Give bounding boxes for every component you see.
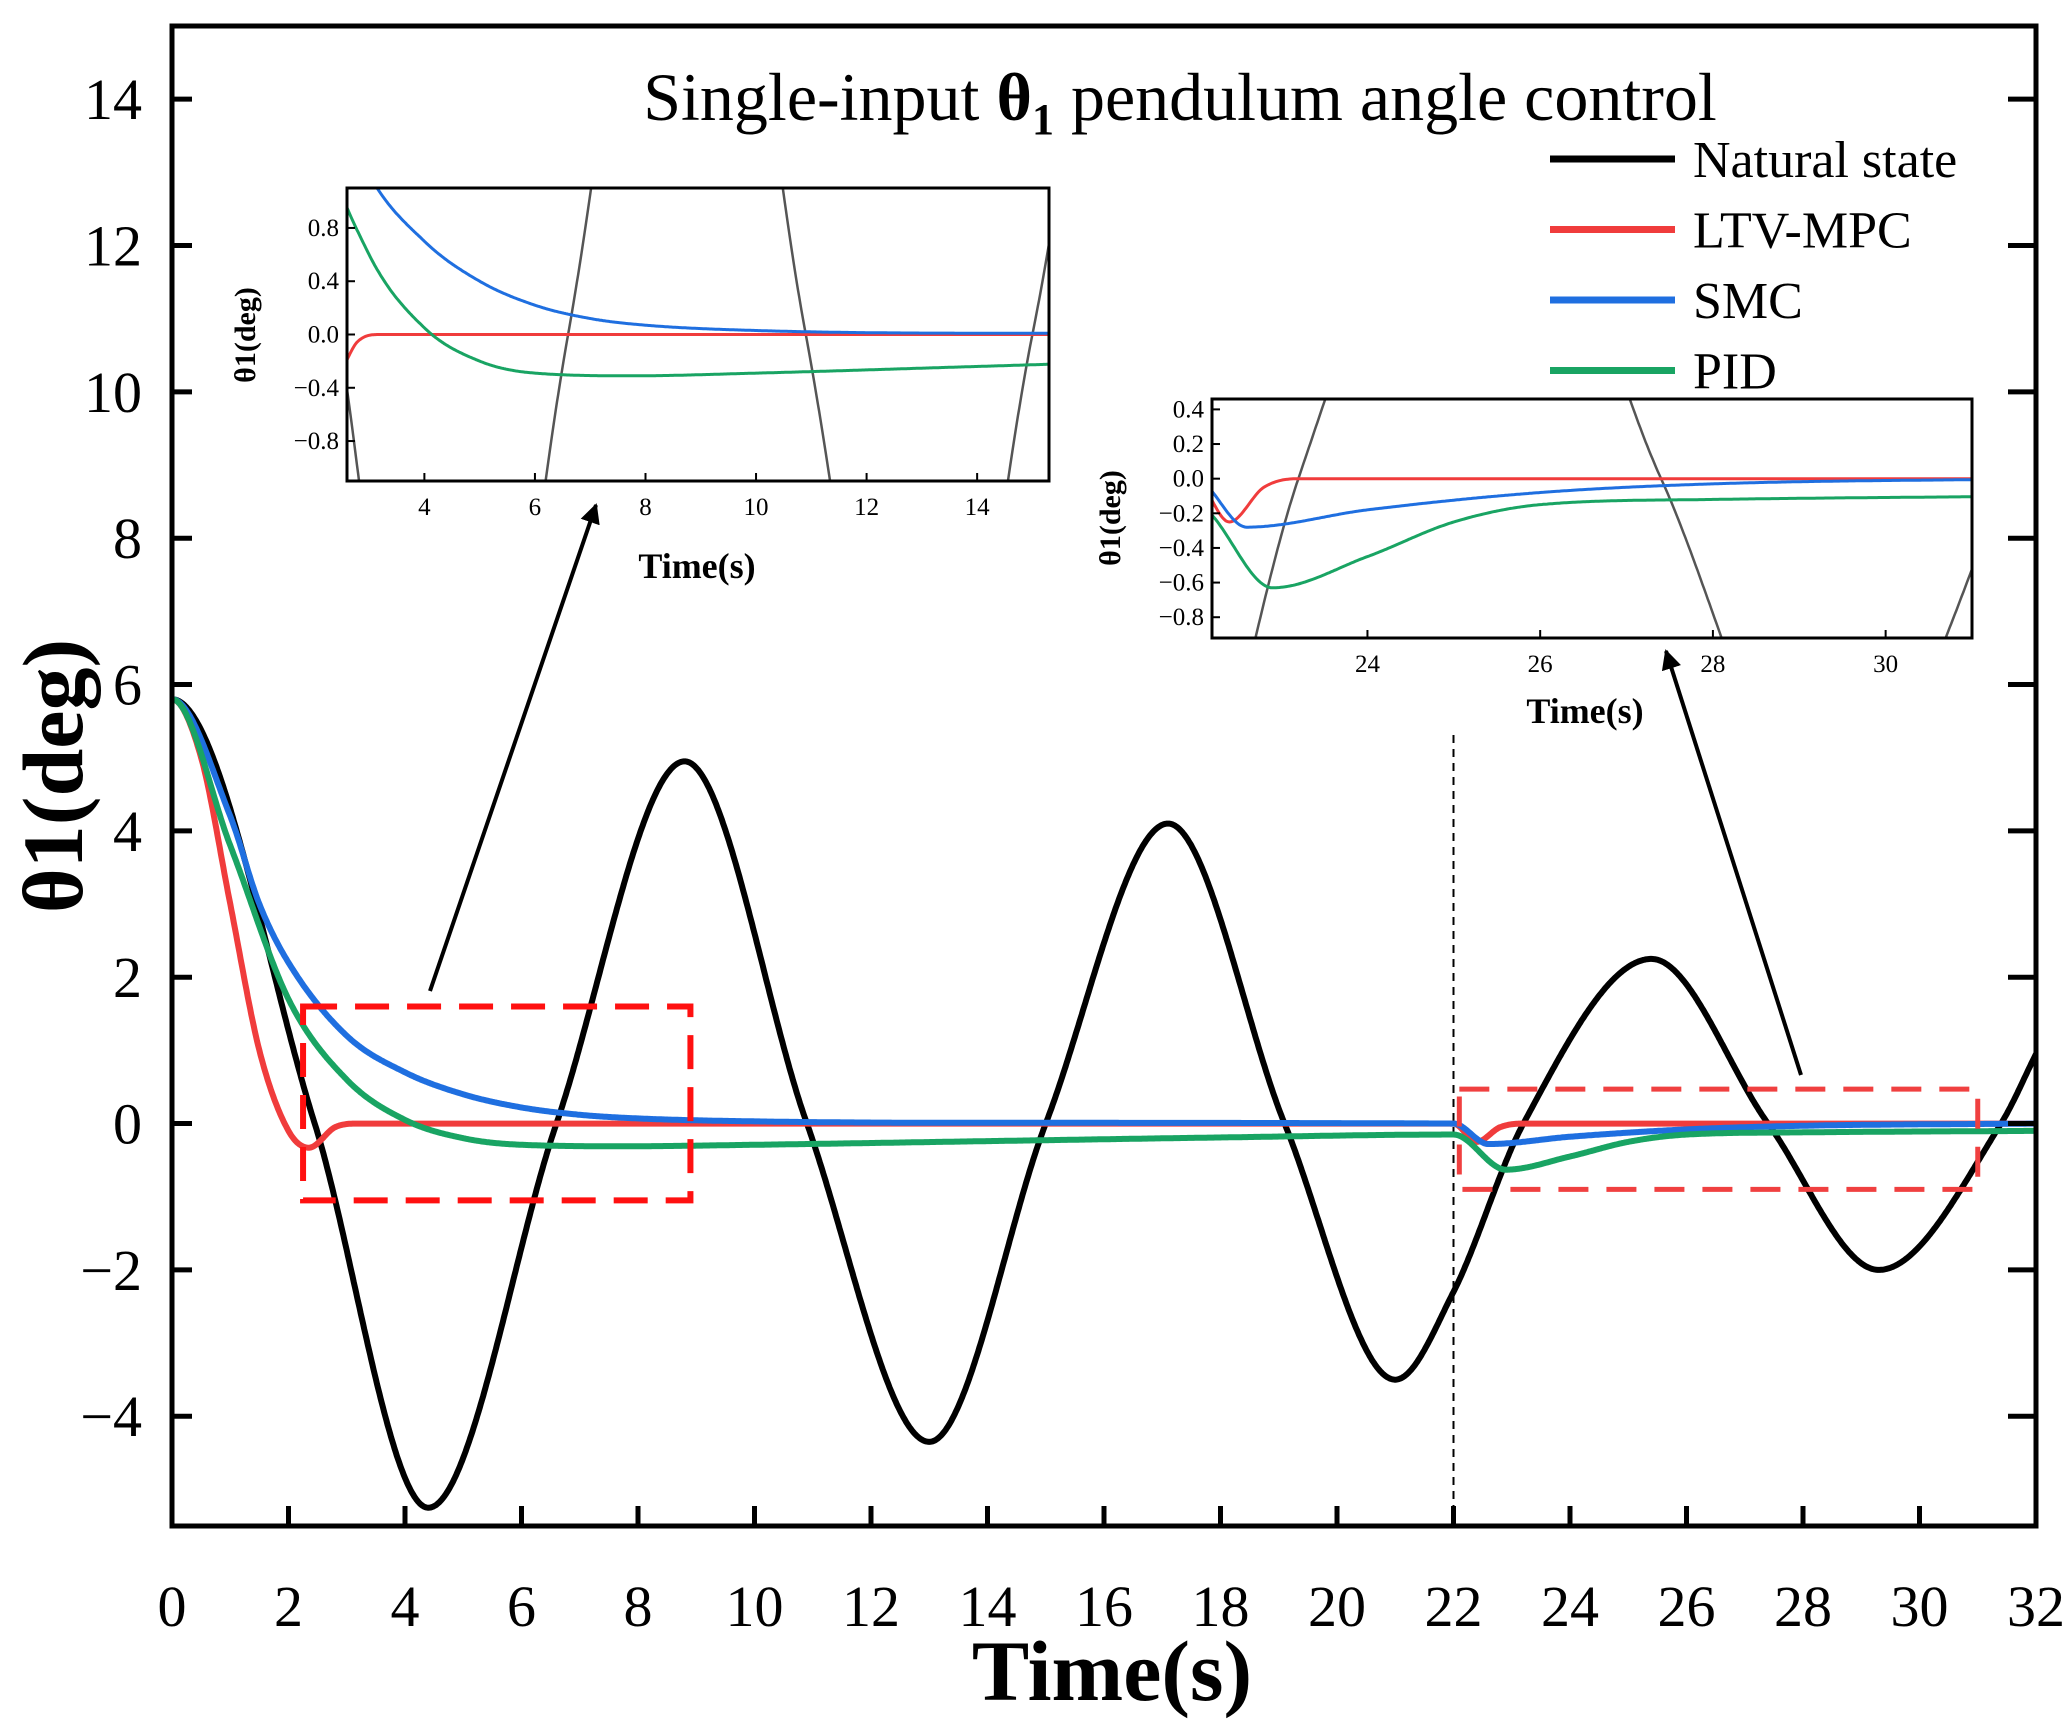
inset-x-tick-label: 28 bbox=[1700, 651, 1725, 678]
inset-y-tick-label: −0.8 bbox=[294, 428, 339, 455]
legend: Natural state LTV-MPC SMC PID bbox=[1550, 132, 1957, 401]
y-tick-label: −2 bbox=[80, 1238, 142, 1303]
arrow-to-inset-2 bbox=[1661, 649, 1803, 1076]
x-tick-label: 6 bbox=[507, 1574, 536, 1639]
inset-y-tick-label: 0.4 bbox=[1173, 396, 1205, 423]
y-tick-label: 8 bbox=[113, 506, 142, 571]
legend-item-natural-state: Natural state bbox=[1550, 132, 1957, 189]
inset-y-axis-label: θ1(deg) bbox=[1094, 470, 1127, 566]
inset-y-tick-label: −0.4 bbox=[1159, 535, 1205, 562]
x-tick-label: 22 bbox=[1425, 1574, 1483, 1639]
legend-label: Natural state bbox=[1693, 132, 1957, 189]
inset-series-line-ltv-mpc bbox=[1212, 477, 1972, 524]
legend-item-smc: SMC bbox=[1550, 273, 1803, 330]
chart-title-subscript: 1 bbox=[1032, 95, 1054, 144]
inset-series-line-pid bbox=[347, 203, 1049, 378]
inset-plot-area bbox=[347, 188, 1049, 481]
inset-y-tick-label: −0.2 bbox=[1159, 500, 1204, 527]
inset-series-line-smc bbox=[375, 188, 1049, 335]
inset-y-tick-label: −0.6 bbox=[1159, 570, 1204, 597]
x-tick-label: 32 bbox=[2007, 1574, 2065, 1639]
inset-x-tick-label: 12 bbox=[854, 494, 879, 521]
inset-background bbox=[1212, 399, 1972, 638]
inset-x-tick-label: 6 bbox=[529, 494, 542, 521]
inset-2: 24 26 28 30 −0.8 −0.6 −0.4 −0.2 0.0 0.2 0.4 Time(s)… bbox=[1094, 396, 1974, 731]
inset-y-tick-label: 0.0 bbox=[308, 322, 339, 349]
x-tick-label: 24 bbox=[1541, 1574, 1599, 1639]
inset-plot-area bbox=[1212, 399, 1972, 638]
x-tick-label: 16 bbox=[1075, 1574, 1133, 1639]
inset-x-tick-label: 10 bbox=[744, 494, 769, 521]
x-tick-label: 18 bbox=[1192, 1574, 1250, 1639]
series-line-natural-state bbox=[172, 696, 2036, 1511]
inset-x-tick-label: 8 bbox=[639, 494, 652, 521]
y-tick-label: 12 bbox=[84, 214, 142, 279]
x-tick-label: 10 bbox=[726, 1574, 784, 1639]
inset-y-tick-label: 0.4 bbox=[308, 268, 340, 295]
inset-x-tick-label: 24 bbox=[1355, 651, 1381, 678]
x-tick-label: 26 bbox=[1658, 1574, 1716, 1639]
zoom-region-box-2 bbox=[1456, 1086, 1981, 1192]
x-tick-label: 14 bbox=[959, 1574, 1017, 1639]
inset-y-tick-label: 0.2 bbox=[1173, 431, 1204, 458]
inset-series-line-smc bbox=[1212, 478, 1972, 529]
x-axis-label: Time(s) bbox=[972, 1623, 1252, 1719]
y-tick-label: 4 bbox=[113, 799, 142, 864]
inset-x-tick-label: 30 bbox=[1873, 651, 1898, 678]
inset-x-tick-label: 14 bbox=[965, 494, 991, 521]
inset-1: 4 6 8 10 12 14 −0.8 −0.4 0.0 0.4 0.8 Time(s) θ1(deg) bbox=[229, 186, 1051, 586]
inset-y-tick-label: −0.4 bbox=[294, 375, 340, 402]
x-tick-label: 28 bbox=[1774, 1574, 1832, 1639]
inset-y-tick-label: 0.8 bbox=[308, 215, 339, 242]
inset-x-axis-label: Time(s) bbox=[1526, 691, 1643, 731]
inset-y-tick-label: 0.0 bbox=[1173, 466, 1204, 493]
y-tick-label: 14 bbox=[84, 67, 142, 132]
inset-x-tick-label: 26 bbox=[1528, 651, 1553, 678]
legend-label: PID bbox=[1693, 344, 1777, 401]
inset-y-tick-label: −0.8 bbox=[1159, 604, 1204, 631]
chart-title: Single-input θ1 pendulum angle control bbox=[643, 59, 1717, 144]
series-line-smc bbox=[172, 696, 2036, 1147]
inset-x-axis-label: Time(s) bbox=[638, 546, 755, 586]
x-tick-label: 12 bbox=[842, 1574, 900, 1639]
chart-title-suffix: pendulum angle control bbox=[1054, 59, 1717, 135]
x-tick-label: 2 bbox=[274, 1574, 303, 1639]
arrow-to-inset-1 bbox=[428, 503, 600, 992]
y-axis-label: θ1(deg) bbox=[5, 639, 101, 913]
inset-series-line-pid bbox=[1212, 495, 1972, 590]
zoom-region-box-1 bbox=[300, 1003, 694, 1204]
y-tick-label: 0 bbox=[113, 1092, 142, 1157]
series-line-pid bbox=[172, 696, 2036, 1173]
chart-title-symbol: θ bbox=[996, 59, 1032, 135]
plot-area bbox=[172, 696, 2036, 1526]
inset-frame bbox=[1210, 397, 1974, 640]
legend-label: LTV-MPC bbox=[1693, 203, 1912, 260]
x-tick-label: 20 bbox=[1308, 1574, 1366, 1639]
x-tick-label: 4 bbox=[391, 1574, 420, 1639]
y-tick-label: −4 bbox=[80, 1384, 142, 1449]
inset-y-axis-label: θ1(deg) bbox=[229, 287, 262, 383]
y-tick-label: 2 bbox=[113, 945, 142, 1010]
y-tick-label: 10 bbox=[84, 360, 142, 425]
chart-title-prefix: Single-input bbox=[643, 59, 996, 135]
x-tick-label: 0 bbox=[158, 1574, 187, 1639]
legend-label: SMC bbox=[1693, 273, 1803, 330]
legend-item-ltv-mpc: LTV-MPC bbox=[1550, 203, 1912, 260]
x-tick-label: 8 bbox=[624, 1574, 653, 1639]
inset-x-tick-label: 4 bbox=[418, 494, 431, 521]
y-tick-label: 6 bbox=[113, 653, 142, 718]
legend-item-pid: PID bbox=[1550, 344, 1777, 401]
x-tick-label: 30 bbox=[1891, 1574, 1949, 1639]
